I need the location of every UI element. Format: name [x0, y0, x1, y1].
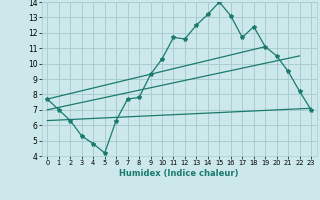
- X-axis label: Humidex (Indice chaleur): Humidex (Indice chaleur): [119, 169, 239, 178]
